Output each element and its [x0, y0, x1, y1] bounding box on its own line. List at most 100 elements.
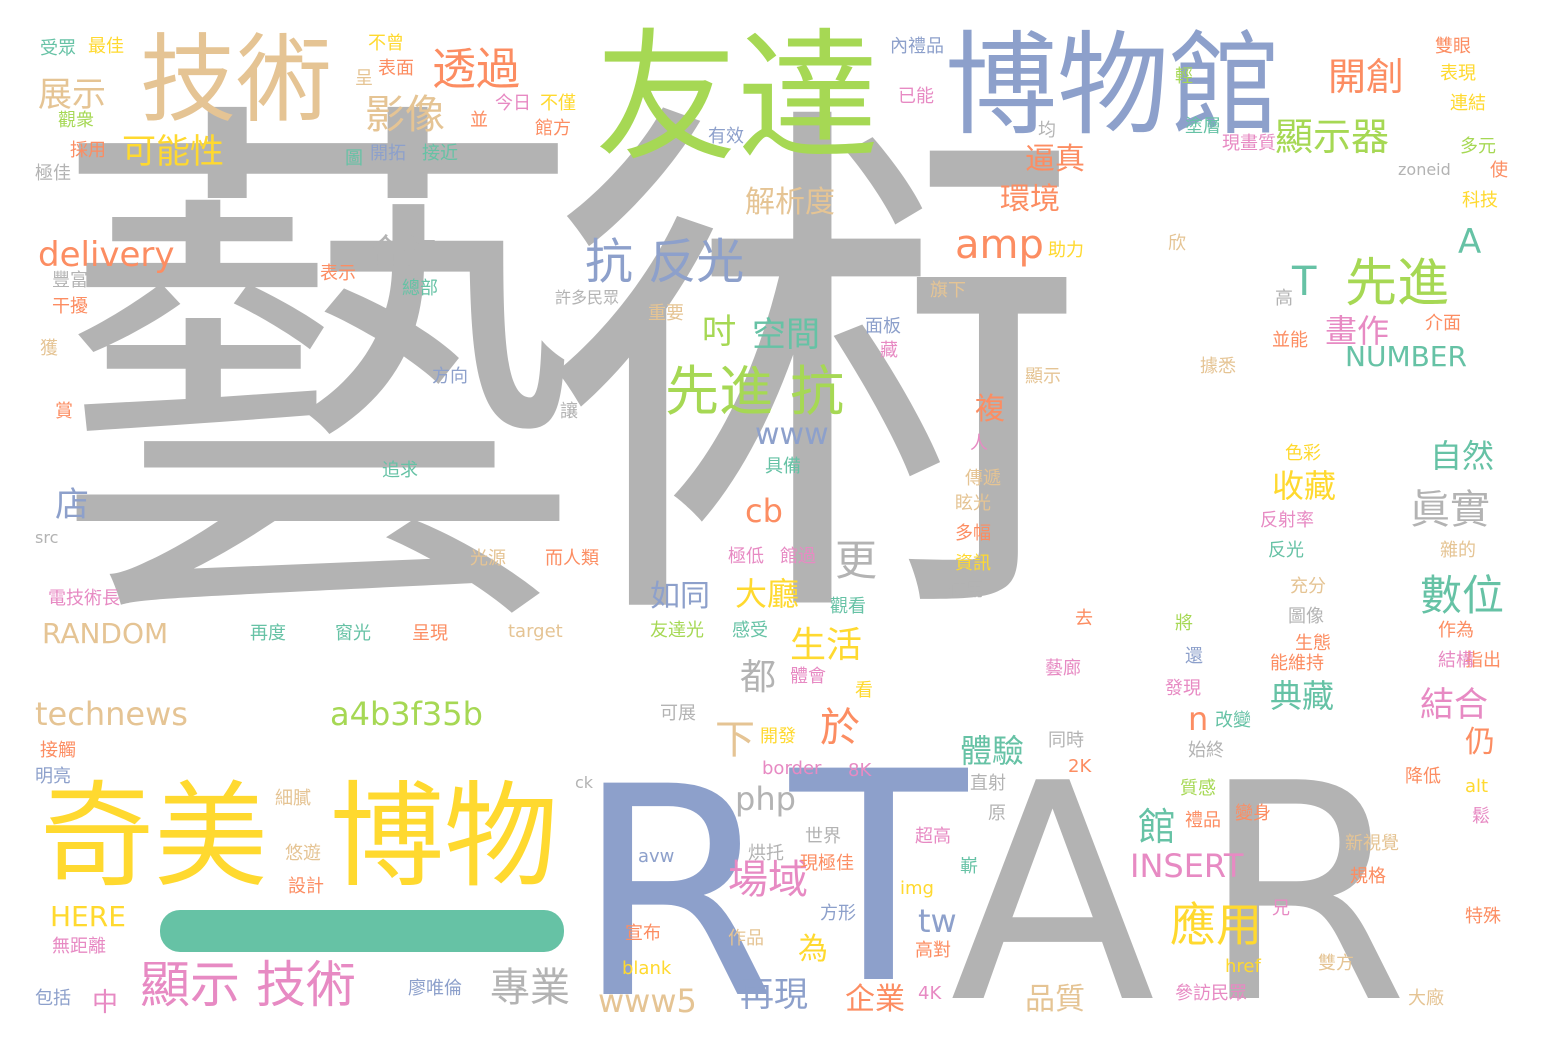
word-xuanbu: 宣布 — [625, 923, 661, 944]
word-wujuli: 無距離 — [52, 936, 106, 957]
word-bubian: 不曾 — [368, 33, 404, 54]
word-yingxiang: 影像 — [365, 92, 445, 138]
word-biaoxian: 表現 — [1440, 63, 1476, 84]
word-jidi: 極低 — [728, 546, 764, 567]
word-xianshi-jishu: 顯示 技術 — [140, 956, 356, 1014]
word-gao: 高 — [1275, 288, 1293, 309]
word-yuan: 原 — [988, 803, 1006, 824]
word-dianjishuchang: 電技術長 — [48, 588, 120, 609]
word-cb: cb — [745, 492, 783, 530]
word-zhishe: 直射 — [970, 773, 1006, 794]
word-shuangyan: 雙眼 — [1435, 36, 1471, 57]
word-tiyan: 體驗 — [960, 732, 1025, 770]
word-xiong: 兄 — [1272, 898, 1290, 919]
word-shizhong: 始終 — [1188, 740, 1224, 761]
word-huanjing: 環境 — [1000, 182, 1060, 217]
word-yishu: 藝術 — [48, 61, 1088, 689]
word-t-letter: T — [1292, 259, 1317, 305]
word-wei: 為 — [798, 932, 828, 967]
word-hongtuo: 烘托 — [748, 843, 784, 864]
word-zhanshi: 展示 — [38, 75, 106, 115]
word-target: target — [508, 621, 563, 642]
word-fengfu: 豐富 — [52, 270, 88, 291]
word-yu: 於 — [820, 705, 860, 751]
word-guanshang: 觀衆 — [58, 110, 94, 131]
word-yingyong: 應用 — [1170, 898, 1262, 952]
word-nengweichi: 能維持 — [1270, 653, 1324, 674]
word-kaichuang: 開創 — [1328, 55, 1405, 99]
word-cang: 藏 — [880, 340, 898, 361]
word-tongshi: 同時 — [1048, 730, 1084, 751]
word-guan: 館 — [1138, 805, 1177, 849]
word-number: NUMBER — [1345, 340, 1467, 373]
word-chaogao: 超高 — [915, 826, 951, 847]
word-amp: amp — [955, 222, 1044, 268]
word-jiangdi: 降低 — [1405, 766, 1441, 787]
word-zhan: 嶄 — [960, 856, 978, 877]
word-sheji: 設計 — [288, 876, 324, 897]
word-fansheshu: 反射率 — [1260, 510, 1314, 531]
word-kaituo: 開拓 — [370, 143, 406, 164]
word-bowuguan: 博物館 — [945, 21, 1281, 151]
word-duoyuan: 多元 — [1460, 136, 1496, 157]
word-rang: 讓 — [560, 401, 578, 422]
word-canfangminzhong: 參訪民眾 — [1175, 983, 1247, 1004]
word-src: src — [35, 528, 59, 547]
word-shuangfang: 雙方 — [1318, 953, 1354, 974]
word-n-letter: n — [1188, 700, 1209, 738]
word-kezhan: 可展 — [660, 703, 696, 724]
word-xianjin-kang: 先進 抗 — [665, 360, 845, 423]
word-qixia: 旗下 — [930, 280, 966, 301]
word-xianjijia: 現極佳 — [800, 853, 854, 874]
word-guige: 規格 — [1350, 866, 1386, 887]
word-shengtai: 生態 — [1295, 633, 1331, 654]
word-zaixian: 再現 — [740, 975, 808, 1015]
word-gaibian: 改變 — [1215, 710, 1251, 731]
word-cun: 吋 — [702, 312, 736, 352]
word-jiexidu: 解析度 — [745, 185, 835, 220]
word-zhuli: 助力 — [1048, 240, 1084, 261]
word-dachang: 大廠 — [1408, 988, 1444, 1009]
word-zixun: 資訊 — [955, 553, 991, 574]
word-random: RANDOM — [42, 617, 169, 650]
word-youda: 友達 — [595, 16, 879, 181]
word-jubei: 具備 — [765, 456, 801, 477]
word-zuijia: 最佳 — [88, 36, 124, 57]
word-tihui: 體會 — [790, 666, 826, 687]
word-kongjian: 空間 — [752, 315, 820, 355]
word-datin: 大廳 — [735, 575, 800, 613]
word-xini: 細膩 — [275, 788, 311, 809]
word-qu: 去 — [1075, 608, 1093, 629]
word-big-r2: R — [1200, 720, 1409, 1052]
word-guankan: 觀看 — [830, 596, 866, 617]
word-blank: blank — [622, 958, 672, 979]
word-xianshiqi: 顯示器 — [1275, 115, 1390, 159]
word-sece: 色彩 — [1285, 443, 1321, 464]
word-zuopin: 作品 — [728, 928, 764, 949]
word-technews: technews — [35, 695, 188, 733]
word-chuandi: 傳遞 — [965, 468, 1001, 489]
word-here: HERE — [50, 900, 126, 933]
word-jieman: 介面 — [1425, 313, 1461, 334]
word-shi: 使 — [1490, 160, 1508, 181]
word-youdaguang: 友達光 — [650, 620, 704, 641]
word-mingliang: 明亮 — [35, 766, 71, 787]
word-kenengxing: 可能性 — [122, 132, 224, 172]
word-ganrao: 干擾 — [52, 296, 88, 317]
word-jiegou: 結構 — [1438, 650, 1474, 671]
word-jukong: 據悉 — [1200, 356, 1236, 377]
word-www5: www5 — [598, 982, 697, 1020]
word-zaidu: 再度 — [250, 623, 286, 644]
word-xia: 下 — [715, 717, 755, 763]
word-touguo: 透過 — [432, 44, 520, 95]
word-mianban: 面板 — [865, 316, 901, 337]
word-geng: 更 — [835, 536, 878, 585]
word-shijie: 世界 — [805, 826, 841, 847]
word-huo: 獲 — [40, 338, 58, 359]
word-jiang: 將 — [1175, 613, 1193, 634]
word-zhuiqiu: 追求 — [382, 460, 418, 481]
word-shoucang: 收藏 — [1272, 467, 1337, 505]
word-guangyuan: 光源 — [470, 548, 506, 569]
word-yineng: 已能 — [898, 86, 934, 107]
word-keji: 科技 — [1462, 190, 1498, 211]
